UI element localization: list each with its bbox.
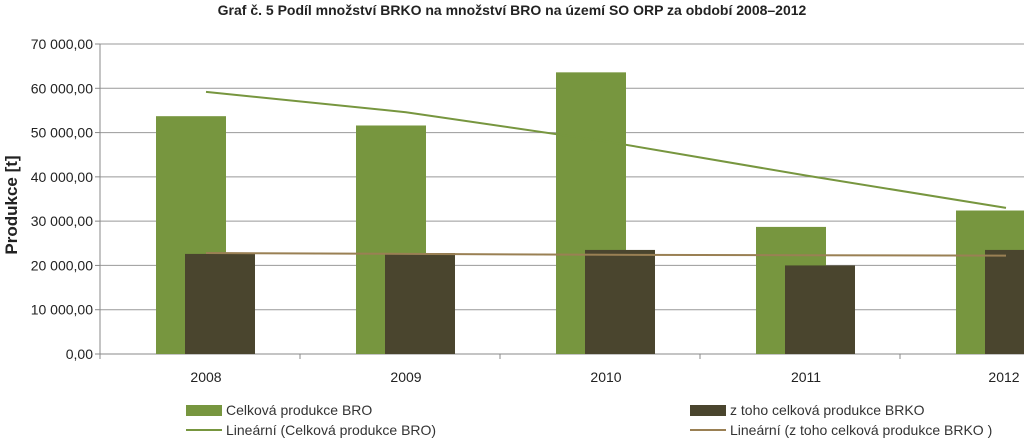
- y-tick-label: 70 000,00: [31, 36, 93, 52]
- bar-brko: [185, 253, 255, 354]
- bar-brko: [785, 265, 855, 354]
- y-tick-label: 40 000,00: [31, 169, 93, 185]
- x-tick-label: 2009: [390, 369, 421, 385]
- bar-brko: [385, 253, 455, 354]
- x-tick-label: 2010: [590, 369, 621, 385]
- y-tick-label: 60 000,00: [31, 80, 93, 96]
- y-tick-label: 0,00: [66, 346, 93, 362]
- trendline-bro: [205, 90, 1007, 209]
- y-axis-ticks: 0,00 10 000,00 20 000,00 30 000,00 40 000,00…: [31, 36, 101, 362]
- y-tick-label: 50 000,00: [31, 125, 93, 141]
- trendline-brko: [205, 252, 1007, 257]
- legend-line-trend-bro: [186, 429, 222, 431]
- y-tick-label: 10 000,00: [31, 302, 93, 318]
- legend-line-trend-brko: [690, 429, 726, 431]
- legend-label-brko: z toho celková produkce BRKO: [730, 402, 925, 418]
- legend-swatch-brko: [690, 404, 726, 416]
- legend-label-bro: Celková produkce BRO: [226, 402, 373, 418]
- y-tick-label: 30 000,00: [31, 213, 93, 229]
- y-axis-label: Produkce [t]: [2, 155, 21, 254]
- x-tick-label: 2011: [791, 369, 821, 385]
- x-tick-label: 2008: [190, 369, 221, 385]
- legend-label-trend-bro: Lineární (Celková produkce BRO): [226, 422, 437, 438]
- legend-item-trend-brko: Lineární (z toho celková produkce BRKO ): [690, 421, 992, 439]
- legend-label-trend-brko: Lineární (z toho celková produkce BRKO ): [730, 422, 993, 438]
- bar-brko: [985, 249, 1024, 354]
- legend-item-bro: Celková produkce BRO: [186, 401, 372, 419]
- y-tick-label: 20 000,00: [31, 257, 93, 273]
- legend: Celková produkce BRO z toho celková prod…: [0, 400, 1024, 438]
- x-axis-ticks: 2008 2009 2010 2011 2012: [99, 354, 1020, 385]
- bars: [156, 72, 1024, 354]
- chart-plot: 0,00 10 000,00 20 000,00 30 000,00 40 000,00…: [2, 36, 1024, 385]
- bar-brko: [585, 249, 655, 354]
- legend-item-brko: z toho celková produkce BRKO: [690, 401, 925, 419]
- legend-swatch-bro: [186, 404, 222, 416]
- chart-title: Graf č. 5 Podíl množství BRKO na množstv…: [217, 2, 807, 18]
- legend-item-trend-bro: Lineární (Celková produkce BRO): [186, 421, 436, 439]
- x-tick-label: 2012: [988, 369, 1019, 385]
- trendlines: [205, 90, 1007, 257]
